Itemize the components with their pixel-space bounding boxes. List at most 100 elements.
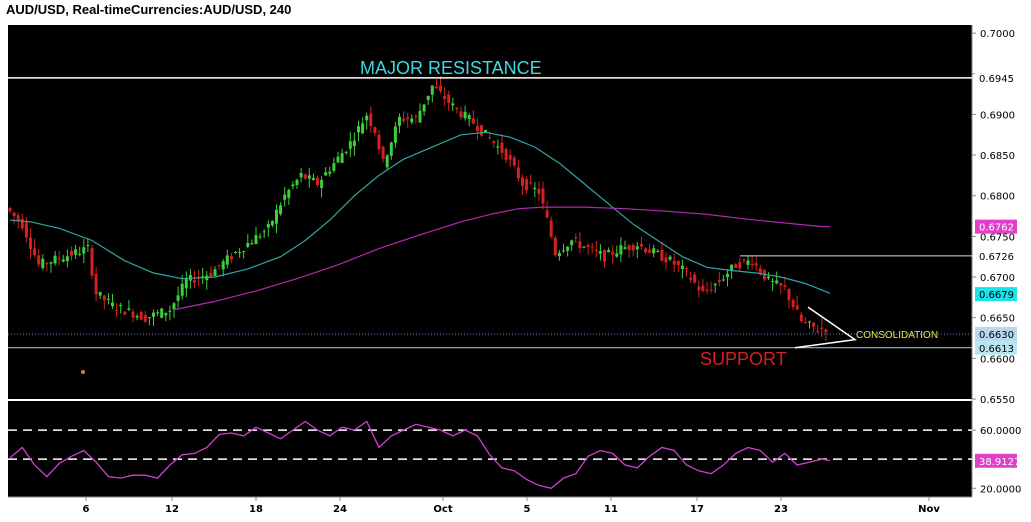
candle-body <box>102 295 106 300</box>
price-tag-bg <box>975 326 1017 341</box>
candle-body <box>709 289 713 291</box>
candle-body <box>164 312 168 316</box>
time-tick-label: Nov <box>918 504 940 515</box>
price-pane[interactable] <box>8 25 972 399</box>
candle-body <box>270 220 274 226</box>
candle-body <box>750 263 754 266</box>
candle-body <box>545 210 549 218</box>
candle-body <box>389 142 393 156</box>
candle-body <box>799 314 803 322</box>
moving-average-slow-line <box>173 206 830 311</box>
candle-body <box>41 258 45 269</box>
candle-body <box>86 245 90 247</box>
candle-body <box>283 194 287 200</box>
candle-body <box>238 252 242 254</box>
candle-body <box>307 175 311 179</box>
candle-body <box>775 280 779 284</box>
candle-body <box>820 327 824 329</box>
time-tick-label: 12 <box>165 504 179 515</box>
candle-body <box>553 237 557 256</box>
candle-body <box>123 311 127 315</box>
candle-body <box>467 115 471 119</box>
candle-body <box>652 248 656 254</box>
candle-body <box>352 140 356 147</box>
chart-title: AUD/USD, Real-timeCurrencies:AUD/USD, 24… <box>6 2 292 17</box>
candle-body <box>578 241 582 248</box>
candle-body <box>147 317 151 319</box>
candle-body <box>439 85 442 92</box>
candle-body <box>98 291 102 296</box>
candle-body <box>106 298 110 300</box>
candle-body <box>676 260 680 266</box>
candle-body <box>221 261 225 270</box>
candle-body <box>160 308 164 318</box>
candle-body <box>49 262 53 264</box>
price-tag-label: 0.6762 <box>979 223 1014 234</box>
candle-body <box>111 302 114 307</box>
candle-body <box>808 321 811 323</box>
candle-body <box>521 177 524 186</box>
price-tag-bg <box>975 340 1017 355</box>
candle-body <box>701 285 705 291</box>
candle-body <box>771 280 775 282</box>
candle-body <box>184 279 188 289</box>
price-tick-label: 0.6750 <box>980 232 1015 243</box>
candle-body <box>33 248 37 256</box>
candle-body <box>316 177 319 186</box>
price-tag-label: 0.6679 <box>979 290 1014 301</box>
candle-body <box>586 245 590 248</box>
candle-body <box>475 126 479 132</box>
candle-body <box>406 117 410 120</box>
candle-body <box>730 264 734 271</box>
candle-body <box>471 118 475 124</box>
price-tag-bg <box>975 248 1017 263</box>
support-label: SUPPORT <box>700 349 787 369</box>
candle-body <box>119 304 123 306</box>
candle-body <box>824 329 828 333</box>
candle-body <box>685 268 688 270</box>
candle-body <box>70 250 73 256</box>
candle-body <box>488 137 492 139</box>
candle-body <box>795 305 799 310</box>
candle-body <box>500 142 504 153</box>
candle-body <box>590 246 594 248</box>
rsi-line <box>9 420 831 490</box>
candle-body <box>504 149 508 160</box>
candle-body <box>176 295 180 301</box>
candle-body <box>311 177 315 180</box>
candle-body <box>357 126 360 133</box>
candle-body <box>324 172 328 176</box>
candle-body <box>172 303 176 310</box>
candle-body <box>402 118 406 121</box>
annotations: MAJOR RESISTANCE SUPPORT CONSOLIDATION <box>8 58 972 374</box>
time-tick-label: 11 <box>604 504 618 515</box>
price-tick-label: 0.6600 <box>980 354 1015 365</box>
candle-body <box>213 269 217 276</box>
candle-body <box>607 249 611 253</box>
candle-body <box>459 111 463 118</box>
candle-body <box>525 179 529 191</box>
candle-body <box>78 253 82 255</box>
candle-body <box>180 283 184 296</box>
rsi-pane[interactable] <box>8 401 972 497</box>
candle-body <box>721 279 725 281</box>
candle-body <box>603 250 606 262</box>
candle-body <box>398 116 401 126</box>
time-tick-label: Oct <box>433 504 452 515</box>
candle-body <box>90 248 94 276</box>
candle-body <box>320 179 324 188</box>
candle-body <box>377 135 381 150</box>
price-tick-label: 0.6900 <box>980 110 1015 121</box>
marker-dot <box>81 370 85 374</box>
candle-body <box>201 276 205 278</box>
candle-body <box>455 107 459 110</box>
candle-body <box>697 286 701 291</box>
price-tick-label: 0.6850 <box>980 151 1015 162</box>
candle-body <box>65 256 69 262</box>
candle-body <box>631 244 635 251</box>
time-tick-label: 24 <box>333 504 347 515</box>
candle-body <box>758 268 762 274</box>
candle-body <box>234 251 237 253</box>
candle-body <box>533 187 537 190</box>
